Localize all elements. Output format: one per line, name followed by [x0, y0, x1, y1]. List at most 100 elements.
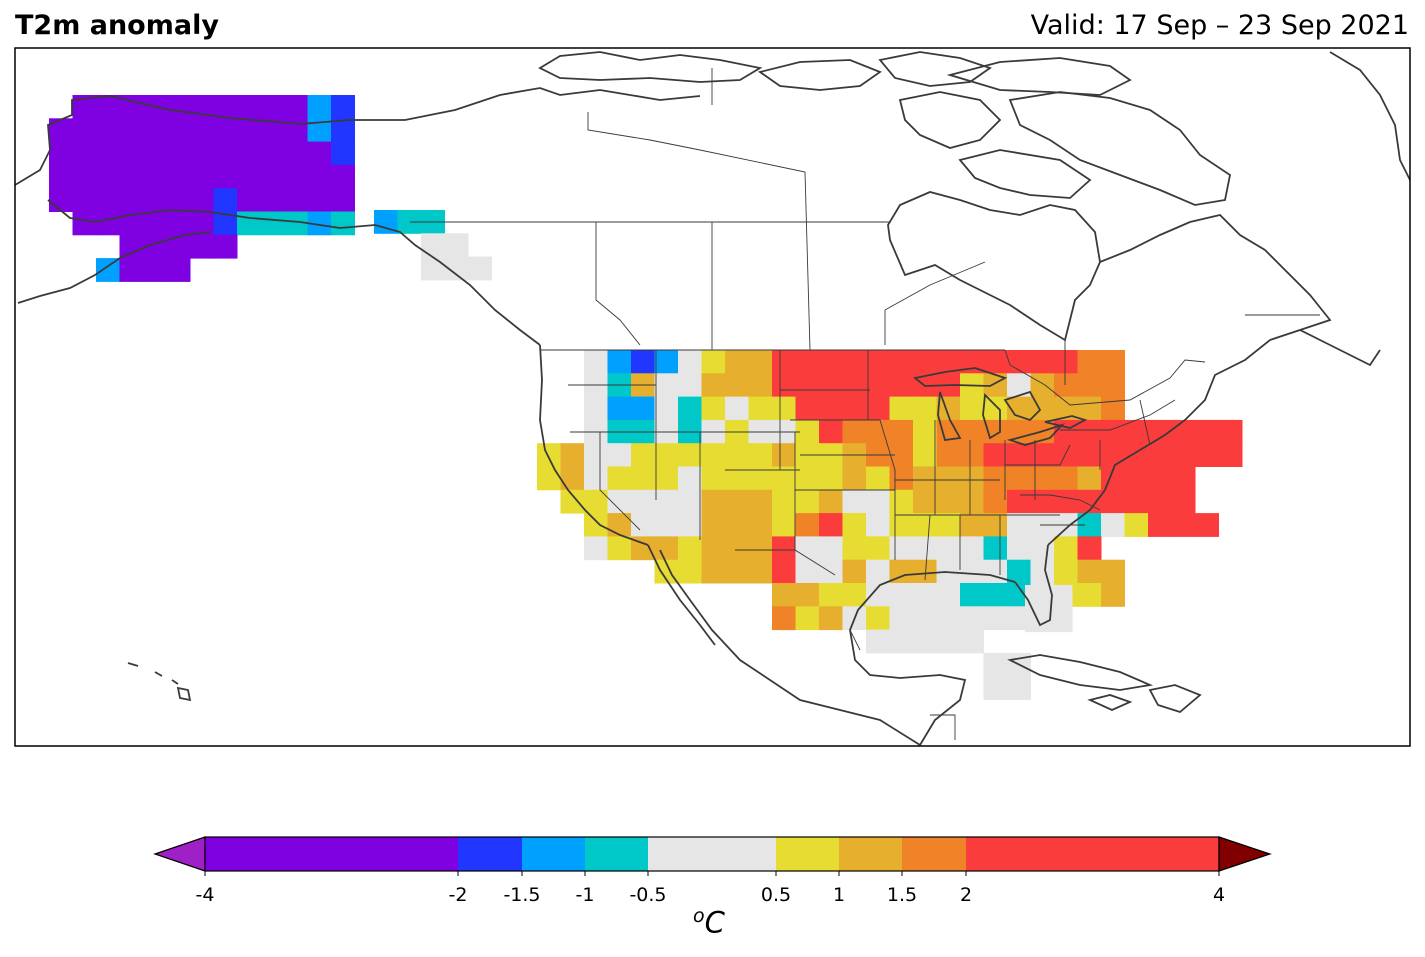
anomaly-cell: [983, 466, 1008, 491]
anomaly-cell: [1030, 443, 1055, 467]
anomaly-cell: [331, 211, 355, 236]
anomaly-cell: [1124, 489, 1149, 514]
anomaly-cell: [748, 350, 773, 374]
anomaly-cell: [983, 419, 1008, 444]
anomaly-cell: [1048, 608, 1073, 633]
anomaly-cell: [1030, 373, 1055, 398]
anomaly-cell: [119, 118, 144, 143]
anomaly-cell: [1101, 419, 1125, 444]
anomaly-cell: [936, 536, 961, 561]
colorbar-tick-label: -4: [196, 884, 215, 906]
anomaly-cell: [421, 256, 445, 281]
anomaly-cell: [678, 466, 702, 491]
anomaly-cell: [960, 513, 984, 537]
anomaly-cell: [936, 489, 961, 514]
anomaly-cell: [1054, 373, 1078, 398]
anomaly-cell: [983, 583, 1008, 607]
anomaly-cell: [1148, 419, 1172, 444]
anomaly-cell: [307, 164, 332, 189]
anomaly-cell: [284, 141, 308, 166]
anomaly-cell: [119, 95, 144, 119]
anomaly-cell: [1171, 513, 1196, 537]
anomaly-cell: [1124, 513, 1149, 537]
anomaly-cell: [701, 396, 726, 421]
anomaly-cell: [72, 118, 97, 143]
anomaly-cell: [1007, 559, 1031, 584]
anomaly-cell: [631, 536, 655, 561]
anomaly-cell: [936, 583, 961, 607]
anomaly-cell: [983, 559, 1008, 584]
anomaly-cell: [936, 350, 961, 374]
anomaly-cell: [866, 350, 890, 374]
anomaly-cell: [143, 118, 167, 143]
anomaly-cell: [444, 233, 469, 258]
anomaly-cell: [1077, 373, 1102, 398]
anomaly-cell: [725, 536, 749, 561]
anomaly-cell: [1101, 373, 1125, 398]
anomaly-cell: [983, 443, 1008, 467]
anomaly-cell: [795, 513, 820, 537]
anomaly-cell: [1077, 536, 1102, 561]
anomaly-cell: [96, 211, 120, 236]
anomaly-cell: [795, 373, 820, 398]
anomaly-cell: [1077, 583, 1102, 607]
anomaly-cell: [307, 211, 332, 236]
anomaly-cell: [748, 373, 773, 398]
colorbar-bin: [839, 837, 902, 871]
anomaly-cell: [607, 396, 632, 421]
anomaly-cell: [190, 118, 214, 143]
anomaly-cell: [913, 583, 937, 607]
anomaly-cell: [748, 396, 773, 421]
anomaly-cell: [819, 536, 843, 561]
colorbar-tick-label: 1: [833, 884, 845, 906]
colorbar-bin: [522, 837, 585, 871]
anomaly-cell: [49, 141, 73, 166]
anomaly-cell: [213, 188, 238, 212]
anomaly-cell: [842, 536, 867, 561]
anomaly-cell: [654, 489, 679, 514]
anomaly-cell: [190, 141, 214, 166]
anomaly-cell: [819, 559, 843, 584]
anomaly-cell: [1007, 396, 1031, 421]
anomaly-cell: [96, 164, 120, 189]
anomaly-cells: [49, 95, 1243, 700]
anomaly-cell: [1195, 419, 1219, 444]
anomaly-cell: [936, 466, 961, 491]
anomaly-cell: [143, 258, 167, 282]
anomaly-cell: [307, 95, 332, 119]
anomaly-cell: [795, 350, 820, 374]
anomaly-cell: [166, 211, 191, 236]
anomaly-cell: [960, 443, 984, 467]
anomaly-cell: [560, 443, 585, 467]
anomaly-cell: [190, 188, 214, 212]
anomaly-cell: [725, 559, 749, 584]
anomaly-cell: [842, 350, 867, 374]
anomaly-cell: [260, 164, 285, 189]
anomaly-cell: [49, 118, 73, 143]
anomaly-cell: [913, 419, 937, 444]
anomaly-cell: [584, 513, 608, 537]
anomaly-cell: [866, 489, 890, 514]
anomaly-cell: [1007, 536, 1031, 561]
anomaly-cell: [119, 188, 144, 212]
anomaly-cell: [72, 188, 97, 212]
anomaly-cell: [1007, 513, 1031, 537]
anomaly-cell: [260, 118, 285, 143]
anomaly-cell: [397, 210, 422, 234]
anomaly-cell: [889, 629, 914, 654]
anomaly-cell: [654, 443, 679, 467]
anomaly-cell: [960, 466, 984, 491]
anomaly-cell: [748, 513, 773, 537]
anomaly-cell: [237, 188, 261, 212]
anomaly-cell: [607, 489, 632, 514]
anomaly-cell: [237, 95, 261, 119]
anomaly-cell: [983, 652, 1008, 677]
anomaly-cell: [96, 188, 120, 212]
anomaly-cell: [819, 350, 843, 374]
anomaly-cell: [842, 489, 867, 514]
anomaly-cell: [725, 396, 749, 421]
anomaly-cell: [213, 141, 238, 166]
anomaly-cell: [936, 513, 961, 537]
anomaly-cell: [1077, 443, 1102, 467]
anomaly-cell: [237, 118, 261, 143]
